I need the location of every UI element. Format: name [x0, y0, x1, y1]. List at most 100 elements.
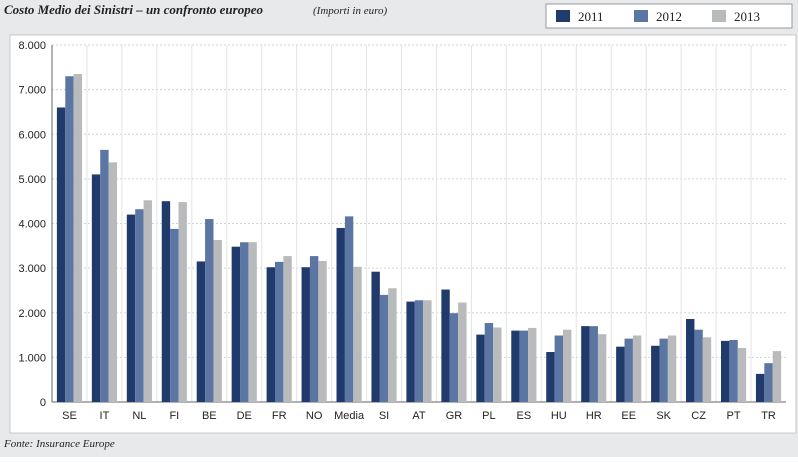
legend-swatch: [634, 10, 648, 22]
bar: [143, 200, 152, 402]
bar: [686, 318, 695, 402]
x-tick-label: HU: [551, 410, 567, 422]
y-tick-label: 8.000: [18, 40, 46, 52]
bar: [597, 334, 607, 402]
bar: [266, 267, 275, 402]
bar: [379, 294, 389, 402]
y-tick-label: 2.000: [18, 308, 46, 320]
bar: [161, 201, 171, 402]
x-tick-label: FI: [169, 410, 179, 422]
bar: [737, 348, 747, 402]
x-tick-label: Media: [334, 410, 365, 422]
bar: [632, 335, 642, 402]
bar: [624, 338, 633, 402]
bar: [563, 329, 572, 402]
legend-swatch: [556, 10, 570, 22]
bar: [406, 301, 415, 402]
y-tick-label: 7.000: [18, 85, 46, 97]
bar: [283, 256, 292, 402]
bar: [651, 345, 660, 402]
y-tick-label: 1.000: [18, 352, 46, 364]
bar: [178, 202, 187, 402]
bar: [755, 373, 765, 402]
y-tick-label: 3.000: [18, 263, 46, 275]
legend-label: 2012: [656, 9, 682, 24]
bar: [91, 174, 101, 402]
x-tick-label: SE: [62, 410, 77, 422]
bar: [764, 363, 773, 402]
bar: [336, 227, 345, 402]
bar: [476, 334, 485, 402]
x-tick-label: SK: [656, 410, 671, 422]
x-tick-label: GR: [446, 410, 463, 422]
x-tick-label: BE: [202, 410, 217, 422]
bar: [388, 288, 397, 402]
bar: [371, 271, 380, 402]
bar: [135, 209, 144, 402]
source-note: Fonte: Insurance Europe: [3, 438, 115, 450]
bar: [702, 337, 712, 402]
legend-label: 2013: [734, 9, 760, 24]
bar: [484, 323, 494, 402]
bar: [511, 330, 520, 402]
bar: [353, 266, 362, 402]
x-tick-label: NO: [306, 410, 323, 422]
bar: [205, 219, 214, 402]
x-tick-label: TR: [761, 410, 776, 422]
bar: [309, 256, 319, 402]
bar: [56, 107, 66, 402]
bar: [108, 162, 118, 402]
bar: [659, 338, 668, 402]
x-tick-label: NL: [132, 410, 146, 422]
x-tick-label: IT: [100, 410, 110, 422]
bar: [240, 242, 249, 402]
x-tick-label: FR: [272, 410, 287, 422]
x-tick-label: HR: [586, 410, 602, 422]
legend-label: 2011: [578, 9, 604, 24]
x-tick-label: EE: [621, 410, 636, 422]
bar: [423, 300, 432, 402]
bar: [581, 326, 590, 402]
bar: [318, 260, 327, 402]
x-tick-label: PL: [482, 410, 495, 422]
x-tick-label: AT: [412, 410, 426, 422]
bar: [667, 335, 677, 402]
bar: [248, 242, 257, 402]
bar: [519, 330, 529, 402]
legend-swatch: [712, 10, 726, 22]
bar: [274, 261, 284, 402]
bar: [196, 261, 206, 402]
x-tick-label: PT: [727, 410, 741, 422]
bar: [772, 351, 782, 402]
bar: [694, 329, 703, 402]
bar: [126, 214, 136, 402]
y-tick-label: 0: [40, 397, 46, 409]
bar: [458, 302, 467, 402]
y-tick-label: 6.000: [18, 129, 46, 141]
x-tick-label: ES: [517, 410, 532, 422]
bar: [231, 246, 241, 402]
bar: [73, 74, 83, 402]
chart-title: Costo Medio dei Sinistri – un confronto …: [4, 2, 263, 17]
x-tick-label: SI: [379, 410, 389, 422]
bar: [441, 289, 450, 402]
bar: [100, 149, 109, 402]
x-tick-label: CZ: [691, 410, 706, 422]
bar: [720, 340, 730, 402]
bar: [65, 76, 74, 403]
bar: [414, 300, 424, 402]
bar: [589, 326, 598, 402]
bar: [729, 339, 738, 402]
x-tick-label: DE: [237, 410, 252, 422]
y-tick-label: 4.000: [18, 219, 46, 231]
bar: [616, 346, 625, 402]
bar: [546, 352, 555, 402]
legend-box: [545, 3, 793, 29]
bar: [213, 240, 222, 402]
bar: [301, 267, 310, 402]
y-tick-label: 5.000: [18, 174, 46, 186]
bar: [528, 327, 537, 402]
bar: [170, 228, 179, 402]
bar: [554, 335, 564, 402]
